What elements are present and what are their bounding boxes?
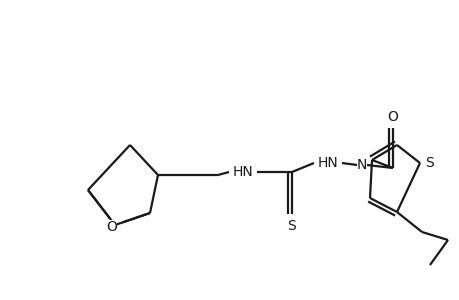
- Text: S: S: [287, 219, 296, 233]
- Text: O: O: [106, 220, 117, 234]
- Text: HN: HN: [317, 156, 338, 170]
- Text: S: S: [425, 156, 433, 170]
- Text: O: O: [387, 110, 397, 124]
- Text: N: N: [356, 158, 366, 172]
- Text: HN: HN: [232, 165, 253, 179]
